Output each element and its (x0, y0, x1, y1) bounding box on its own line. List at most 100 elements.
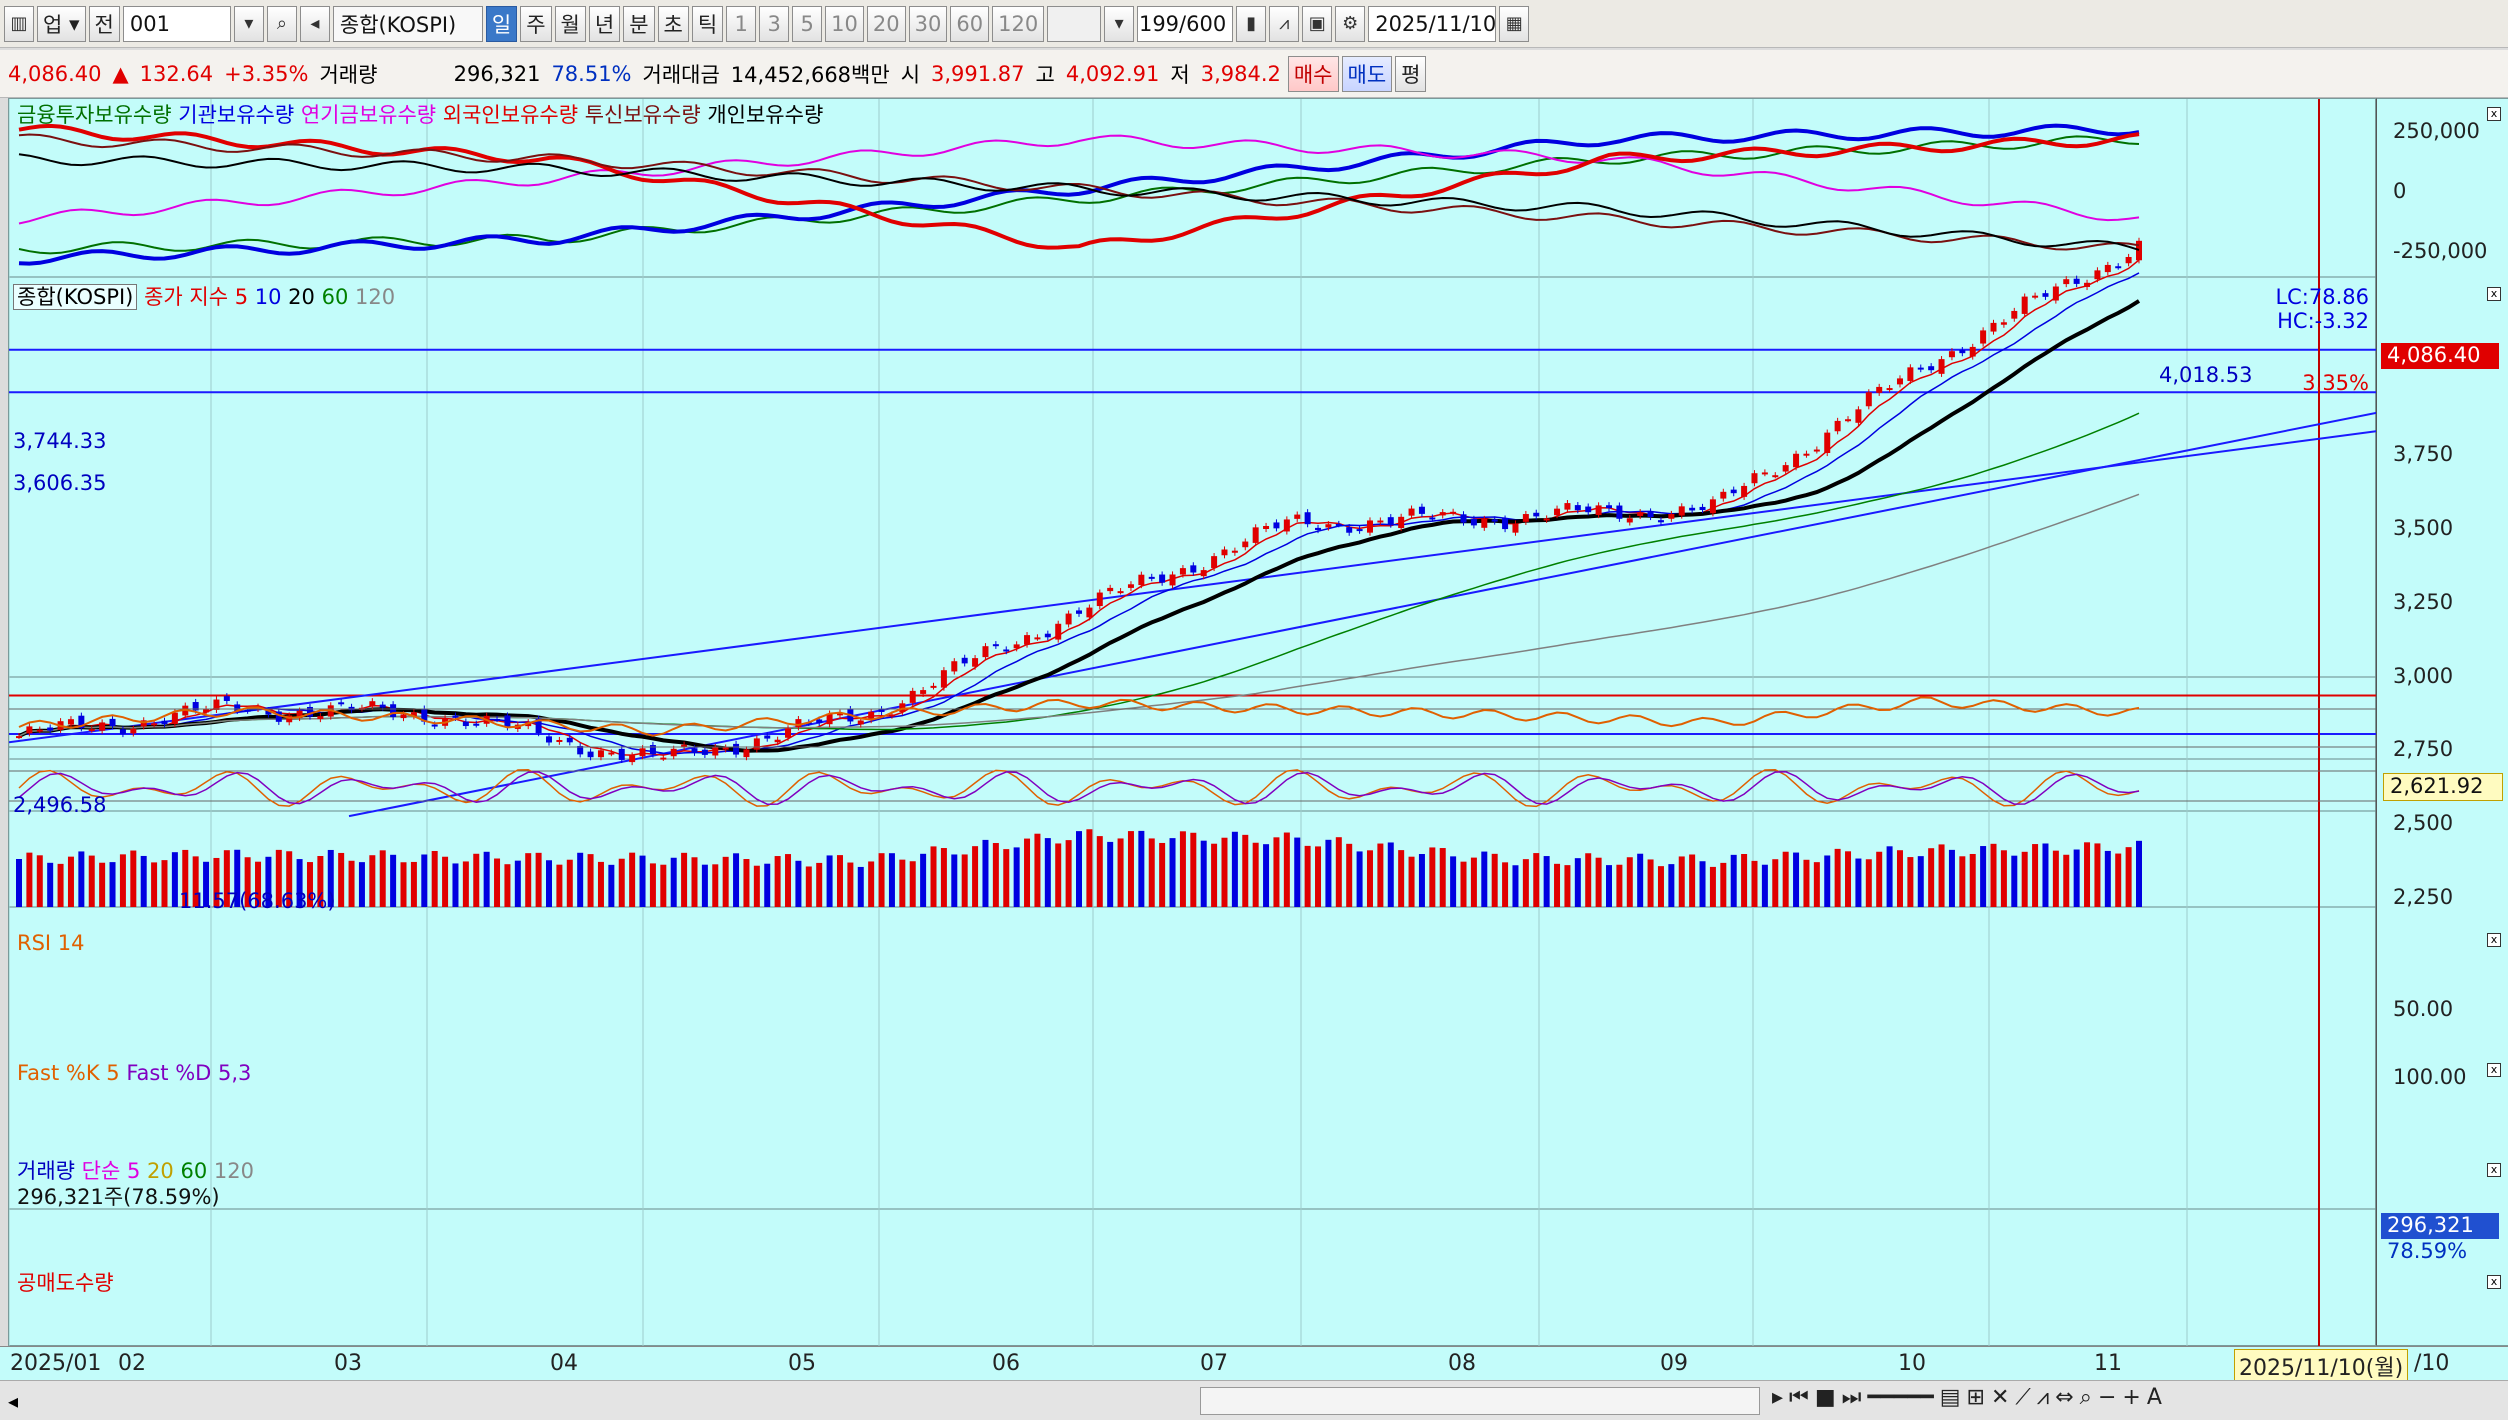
open-value: 3,991.87 (931, 61, 1025, 86)
close-icon[interactable]: x (2487, 933, 2501, 947)
volume-bar (203, 861, 210, 907)
volume-bar (1969, 853, 1976, 907)
candle-body (306, 706, 313, 717)
eval-button[interactable]: 평 (1395, 55, 1427, 92)
volume-bar (275, 849, 282, 907)
plus-icon[interactable]: + (2122, 1385, 2141, 1410)
close-icon[interactable]: x (2487, 107, 2501, 121)
candle-body (192, 702, 199, 711)
scroll-left-icon[interactable]: ◂ (8, 1389, 19, 1413)
price-tick-3250: 3,250 (2393, 590, 2454, 614)
gear-icon[interactable]: ⚙ (1335, 5, 1366, 42)
ma-60-line (18, 412, 2140, 737)
candle-body (577, 745, 584, 755)
line-icon[interactable]: ⟋ (2015, 1385, 2031, 1410)
candle-body (1086, 607, 1093, 618)
cur-pct-text: 3.35% (2302, 371, 2369, 395)
close-icon[interactable]: x (2487, 1063, 2501, 1077)
minute-120-button[interactable]: 120 (992, 5, 1045, 42)
candle-body (244, 709, 251, 712)
candle-body (473, 723, 480, 726)
grid-icon[interactable]: ⊞ (1966, 1385, 1985, 1410)
candle-body (1554, 508, 1561, 516)
volume-bar (1138, 830, 1145, 907)
period-second-button[interactable]: 초 (657, 5, 689, 42)
candle-body (130, 728, 137, 734)
candle-body (1013, 644, 1020, 649)
volume-bar (47, 862, 54, 907)
period-week-button[interactable]: 주 (520, 5, 552, 42)
minus-icon[interactable]: − (2097, 1385, 2117, 1410)
volume-bar (1096, 836, 1103, 907)
stop-icon[interactable]: ■ (1814, 1385, 1836, 1410)
dropdown-icon[interactable]: ▾ (233, 5, 264, 42)
candle-body (857, 720, 864, 725)
candle-body (961, 657, 968, 664)
forward-icon[interactable]: ⏭ (1841, 1385, 1862, 1410)
chevron-down-icon[interactable]: ▾ (1104, 5, 1135, 42)
candle-body (1418, 506, 1425, 514)
period-day-button[interactable]: 일 (485, 5, 518, 42)
count-field[interactable]: 199/600 (1137, 5, 1234, 42)
close-icon[interactable]: x (2487, 1275, 2501, 1289)
price-tick-3000: 3,000 (2393, 664, 2454, 688)
minute-10-button[interactable]: 10 (825, 5, 864, 42)
trend-icon[interactable]: ⩘ (2036, 1385, 2050, 1410)
rewind-icon[interactable]: ⏮ (1789, 1385, 1809, 1410)
volume-pct: 78.51% (551, 61, 632, 86)
play-icon[interactable]: ▸ (1772, 1385, 1784, 1410)
scroll-thumb[interactable] (1200, 1387, 1760, 1415)
candle-body (1263, 525, 1270, 530)
minute-5-button[interactable]: 5 (792, 5, 823, 42)
period-month-button[interactable]: 월 (554, 5, 586, 42)
fit-icon[interactable]: ⇔ (2055, 1385, 2074, 1410)
layout-icon[interactable]: ▤ (1939, 1385, 1961, 1410)
text-icon[interactable]: A (2146, 1385, 2162, 1410)
hc-text: HC:-3.32 (2277, 309, 2369, 333)
search-icon[interactable]: ⌕ (266, 5, 297, 42)
chart-area[interactable]: 금융투자보유수량 기관보유수량 연기금보유수량 외국인보유수량 투신보유수량 개… (8, 98, 2378, 1347)
period-year-button[interactable]: 년 (588, 5, 621, 42)
minute-1-button[interactable]: 1 (726, 5, 757, 42)
period-minute-button[interactable]: 분 (623, 5, 655, 42)
speaker-icon[interactable]: ◂ (299, 5, 330, 42)
candle-body (1709, 499, 1716, 514)
candle-body (670, 748, 677, 757)
minute-60-button[interactable]: 60 (950, 5, 990, 42)
volume-bar (868, 861, 875, 907)
volume-bar (1283, 832, 1290, 907)
close-icon[interactable]: x (2487, 1163, 2501, 1177)
period-tick-button[interactable]: 틱 (691, 5, 724, 42)
close-icon[interactable]: x (2487, 287, 2501, 301)
x-axis: 2025/01 02 03 04 05 06 07 08 09 10 11 20… (0, 1346, 2508, 1383)
zoom-slider-icon[interactable]: ━━━━━ (1867, 1385, 1934, 1410)
volume-bar (1834, 848, 1841, 907)
volume-bar (1761, 864, 1768, 907)
volume-bar (961, 854, 968, 907)
holdings-line (18, 133, 2140, 251)
code-input[interactable]: 001 (122, 5, 231, 42)
candle-body (151, 723, 158, 726)
custom-period-field[interactable] (1047, 5, 1102, 42)
volume-bar (618, 858, 625, 907)
open-label: 시 (900, 62, 921, 87)
sell-button[interactable]: 매도 (1341, 55, 1393, 92)
horizontal-scrollbar[interactable]: ◂ ▸ ⏮ ■ ⏭ ━━━━━ ▤ ⊞ ✕ ⟋ ⩘ ⇔ ⌕ − + A (0, 1380, 2508, 1420)
calendar-icon[interactable]: ▦ (1499, 5, 1530, 42)
candle-body (1460, 514, 1467, 523)
buy-button[interactable]: 매수 (1287, 55, 1339, 92)
y-axis: x 250,000 0 -250,000 x 4,086.40 3,750 3,… (2376, 98, 2508, 1346)
date-field[interactable]: 2025/11/10 (1368, 5, 1496, 42)
candle-type-icon[interactable]: ▮ (1236, 5, 1267, 42)
market-select[interactable]: 업 ▾ (37, 5, 86, 42)
minute-3-button[interactable]: 3 (759, 5, 790, 42)
chart-layout-icon[interactable]: ▥ (4, 5, 34, 42)
minute-30-button[interactable]: 30 (908, 5, 948, 42)
line-type-icon[interactable]: ⩘ (1269, 5, 1300, 42)
candle-body (1065, 613, 1072, 625)
save-icon[interactable]: ▣ (1302, 5, 1333, 42)
minute-20-button[interactable]: 20 (866, 5, 906, 42)
zoom-icon[interactable]: ⌕ (2079, 1385, 2092, 1410)
cross-icon[interactable]: ✕ (1990, 1385, 2010, 1410)
prev-button[interactable]: 전 (88, 5, 120, 42)
